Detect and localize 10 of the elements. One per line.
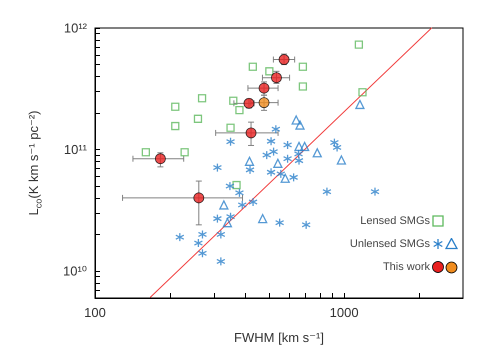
y-axis-title: Lco(K km s⁻¹ pc⁻²) [26, 110, 44, 216]
y-tick-label: 10¹⁰ [62, 264, 87, 279]
x-axis-title: FWHM [km s⁻¹] [234, 330, 324, 345]
legend-label: Unlensed SMGs [350, 238, 430, 250]
legend-label: This work [382, 261, 430, 273]
x-tick-label: 100 [84, 305, 106, 320]
legend-label: Lensed SMGs [360, 215, 430, 227]
y-tick-label: 10¹² [64, 20, 88, 36]
x-tick-label: 1000 [330, 305, 359, 320]
y-tick-label: 10¹¹ [64, 142, 88, 158]
